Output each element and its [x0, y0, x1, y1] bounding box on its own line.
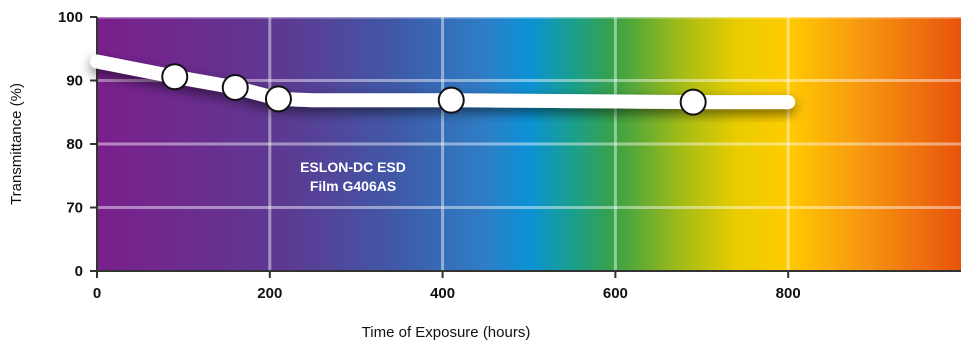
data-point: [161, 63, 189, 91]
plot-background: [97, 17, 961, 271]
y-tick-label: 90: [66, 73, 83, 90]
data-point: [679, 88, 707, 116]
x-axis-title: Time of Exposure (hours): [362, 324, 531, 341]
y-tick-label: 0: [75, 263, 83, 280]
annotation-line-1: ESLON-DC ESD: [300, 159, 406, 175]
x-tick-label: 800: [776, 285, 801, 302]
data-points: [161, 63, 707, 116]
y-tick-label: 70: [66, 200, 83, 217]
x-tick-label: 600: [603, 285, 628, 302]
data-point: [221, 73, 249, 101]
y-axis-title: Transmittance (%): [8, 83, 25, 205]
x-tick-label: 200: [257, 285, 282, 302]
data-point: [264, 85, 292, 113]
tick-labels: 0 200 400 600 800 0 70 80 90 100: [58, 9, 801, 302]
x-tick-label: 400: [430, 285, 455, 302]
data-point: [437, 86, 465, 114]
annotation-line-2: Film G406AS: [310, 178, 396, 194]
x-tick-label: 0: [93, 285, 101, 302]
spectrum-background: [97, 17, 961, 271]
y-tick-label: 80: [66, 136, 83, 153]
y-tick-label: 100: [58, 9, 83, 26]
